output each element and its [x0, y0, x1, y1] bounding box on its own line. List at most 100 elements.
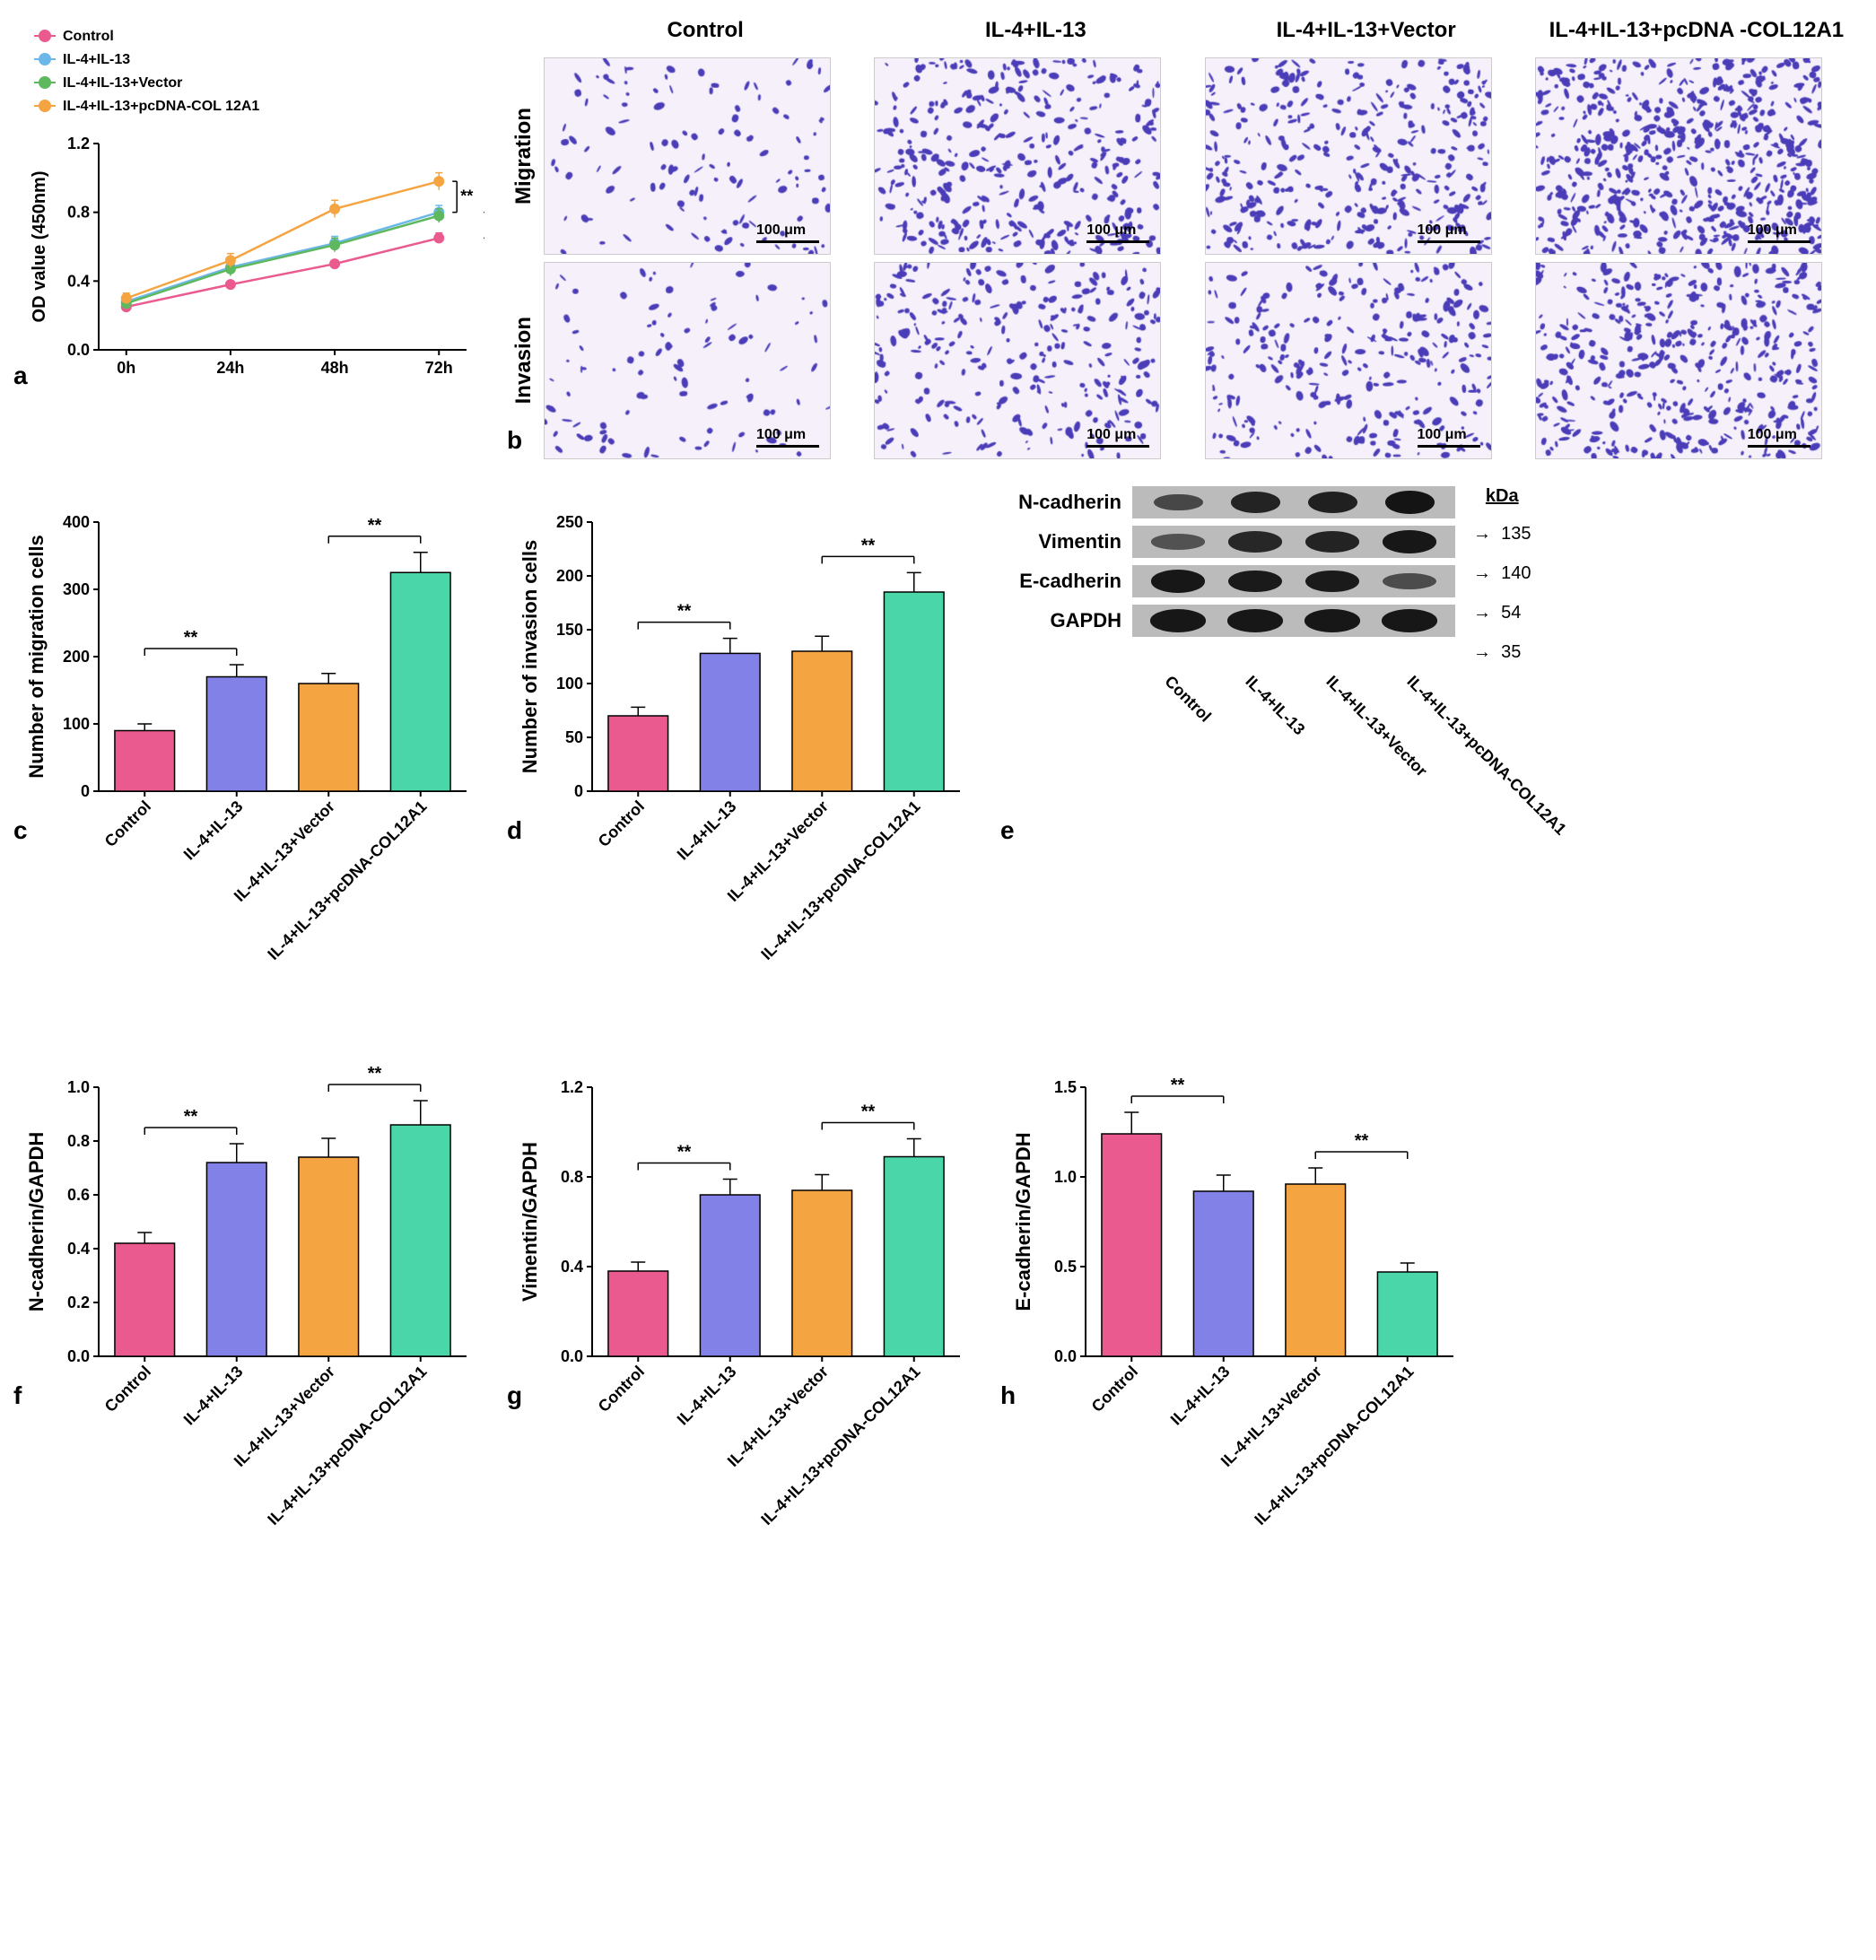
svg-text:0.6: 0.6 [67, 1186, 90, 1204]
svg-text:E-cadherin/GAPDH: E-cadherin/GAPDH [1012, 1132, 1034, 1311]
svg-text:0.4: 0.4 [67, 272, 90, 290]
svg-text:0.8: 0.8 [67, 1132, 90, 1150]
svg-text:OD value (450nm): OD value (450nm) [30, 171, 49, 323]
micrograph-col-header: IL-4+IL-13+Vector [1205, 18, 1528, 50]
micrograph-col-header: Control [544, 18, 867, 50]
bar-chart-c: 0100200300400Number of migration cellsCo… [18, 486, 484, 1024]
scale-bar: 100 μm [756, 222, 819, 243]
micrograph-col-header: IL-4+IL-13+pcDNA -COL12A1 [1535, 18, 1858, 50]
scale-bar: 100 μm [1748, 427, 1811, 448]
svg-text:**: ** [184, 628, 198, 648]
scale-bar: 100 μm [1418, 222, 1480, 243]
blot-row: Vimentin [1005, 526, 1455, 558]
svg-text:1.2: 1.2 [561, 1078, 583, 1096]
svg-text:0.4: 0.4 [67, 1240, 90, 1258]
blot-band [1385, 491, 1435, 514]
blot-protein-label: GAPDH [1005, 609, 1121, 632]
svg-text:1.0: 1.0 [67, 1078, 90, 1096]
blot-band [1154, 494, 1203, 511]
bar-chart-g: 0.00.40.81.2Vimentin/GAPDHControlIL-4+IL… [511, 1051, 978, 1590]
micrograph-cell: 100 μm [544, 57, 831, 255]
svg-text:0.0: 0.0 [561, 1347, 583, 1365]
row-3: 0.00.20.40.60.81.0N-cadherin/GAPDHContro… [18, 1051, 1858, 1590]
svg-text:**: ** [677, 602, 692, 622]
scale-bar: 100 μm [1086, 427, 1149, 448]
western-blot: N-cadherinVimentinE-cadherinGAPDHControl… [1005, 486, 1633, 668]
blot-xlabel: IL-4+IL-13 [1242, 672, 1280, 710]
bar-chart-f: 0.00.20.40.60.81.0N-cadherin/GAPDHContro… [18, 1051, 484, 1590]
svg-text:**: ** [184, 1107, 198, 1127]
panel-label-e: e [1000, 816, 1015, 845]
svg-text:0: 0 [81, 782, 90, 800]
svg-text:IL-4+IL-13+pcDNA-COL12A1: IL-4+IL-13+pcDNA-COL12A1 [757, 1363, 923, 1529]
panel-a: ControlIL-4+IL-13IL-4+IL-13+VectorIL-4+I… [18, 18, 484, 395]
blot-strip [1132, 565, 1455, 597]
svg-text:0.5: 0.5 [1054, 1258, 1077, 1276]
blot-row: N-cadherin [1005, 486, 1455, 518]
kda-value: → 54 [1473, 597, 1531, 629]
micrograph-cell: 100 μm [1205, 262, 1492, 459]
micrograph-cell: 100 μm [1535, 262, 1822, 459]
blot-xlabels: ControlIL-4+IL-13IL-4+IL-13+VectorIL-4+I… [1132, 644, 1455, 663]
svg-text:IL-4+IL-13: IL-4+IL-13 [180, 1363, 247, 1429]
scale-bar: 100 μm [1418, 427, 1480, 448]
svg-text:IL-4+IL-13+pcDNA-COL12A1: IL-4+IL-13+pcDNA-COL12A1 [1251, 1363, 1417, 1529]
svg-text:300: 300 [63, 580, 90, 598]
panel-d: 050100150200250Number of invasion cellsC… [511, 486, 978, 1024]
blot-band [1382, 609, 1437, 632]
scale-bar: 100 μm [1748, 222, 1811, 243]
svg-text:IL-4+IL-13+Vector: IL-4+IL-13+Vector [63, 75, 182, 91]
svg-text:IL-4+IL-13+pcDNA-COL12A1: IL-4+IL-13+pcDNA-COL12A1 [264, 1363, 430, 1529]
blot-band [1304, 609, 1360, 632]
svg-text:IL-4+IL-13: IL-4+IL-13 [674, 797, 740, 864]
svg-text:200: 200 [556, 567, 583, 585]
micrograph-grid: ControlIL-4+IL-13IL-4+IL-13+VectorIL-4+I… [511, 18, 1858, 459]
kda-column: kDa→ 135→ 140→ 54→ 35 [1464, 486, 1531, 668]
svg-text:IL-4+IL-13+pcDNA-COL12A1: IL-4+IL-13+pcDNA-COL12A1 [264, 797, 430, 963]
figure-root: ControlIL-4+IL-13IL-4+IL-13+VectorIL-4+I… [18, 18, 1858, 1590]
svg-text:0.0: 0.0 [67, 1347, 90, 1365]
blot-band [1228, 571, 1282, 593]
row-1: ControlIL-4+IL-13IL-4+IL-13+VectorIL-4+I… [18, 18, 1858, 459]
line-chart-a: ControlIL-4+IL-13IL-4+IL-13+VectorIL-4+I… [18, 18, 484, 395]
blot-band [1308, 492, 1357, 513]
svg-text:0.0: 0.0 [1054, 1347, 1077, 1365]
panel-b: ControlIL-4+IL-13IL-4+IL-13+VectorIL-4+I… [511, 18, 1858, 459]
blot-protein-label: Vimentin [1005, 530, 1121, 553]
svg-text:**: ** [460, 187, 473, 205]
micrograph-row-label: Migration [511, 108, 537, 205]
micrograph-row-label: Invasion [511, 317, 537, 404]
kda-value: → 135 [1473, 518, 1531, 550]
panel-g: 0.00.40.81.2Vimentin/GAPDHControlIL-4+IL… [511, 1051, 978, 1590]
panel-label-h: h [1000, 1381, 1016, 1410]
svg-text:100: 100 [63, 715, 90, 733]
blot-xlabel: Control [1161, 672, 1200, 710]
svg-text:Control: Control [595, 797, 648, 850]
svg-text:**: ** [368, 516, 382, 536]
blot-xlabel: IL-4+IL-13+pcDNA-COL12A1 [1403, 672, 1442, 710]
blot-xlabel: IL-4+IL-13+Vector [1322, 672, 1361, 710]
blot-band [1150, 609, 1206, 632]
svg-text:N-cadherin/GAPDH: N-cadherin/GAPDH [25, 1132, 48, 1311]
svg-text:**: ** [861, 536, 876, 555]
svg-text:Vimentin/GAPDH: Vimentin/GAPDH [519, 1142, 541, 1302]
svg-text:IL-4+IL-13+pcDNA-COL 12A1: IL-4+IL-13+pcDNA-COL 12A1 [63, 99, 259, 114]
svg-text:0: 0 [574, 782, 583, 800]
svg-text:1.5: 1.5 [1054, 1078, 1077, 1096]
svg-text:IL-4+IL-13: IL-4+IL-13 [674, 1363, 740, 1429]
svg-text:**: ** [677, 1143, 692, 1163]
panel-label-f: f [13, 1381, 22, 1410]
svg-text:50: 50 [565, 728, 583, 746]
svg-text:IL-4+IL-13: IL-4+IL-13 [63, 52, 130, 67]
micrograph-cell: 100 μm [874, 57, 1161, 255]
micrograph-col-header: IL-4+IL-13 [874, 18, 1197, 50]
blot-strip [1132, 486, 1455, 518]
row-2: 0100200300400Number of migration cellsCo… [18, 486, 1858, 1024]
svg-text:48h: 48h [321, 359, 349, 377]
scale-bar: 100 μm [1086, 222, 1149, 243]
svg-text:Control: Control [1088, 1363, 1141, 1416]
svg-text:400: 400 [63, 513, 90, 531]
svg-text:0.0: 0.0 [67, 341, 90, 359]
panel-h: 0.00.51.01.5E-cadherin/GAPDHControlIL-4+… [1005, 1051, 1471, 1590]
svg-text:IL-4+IL-13: IL-4+IL-13 [1167, 1363, 1234, 1429]
